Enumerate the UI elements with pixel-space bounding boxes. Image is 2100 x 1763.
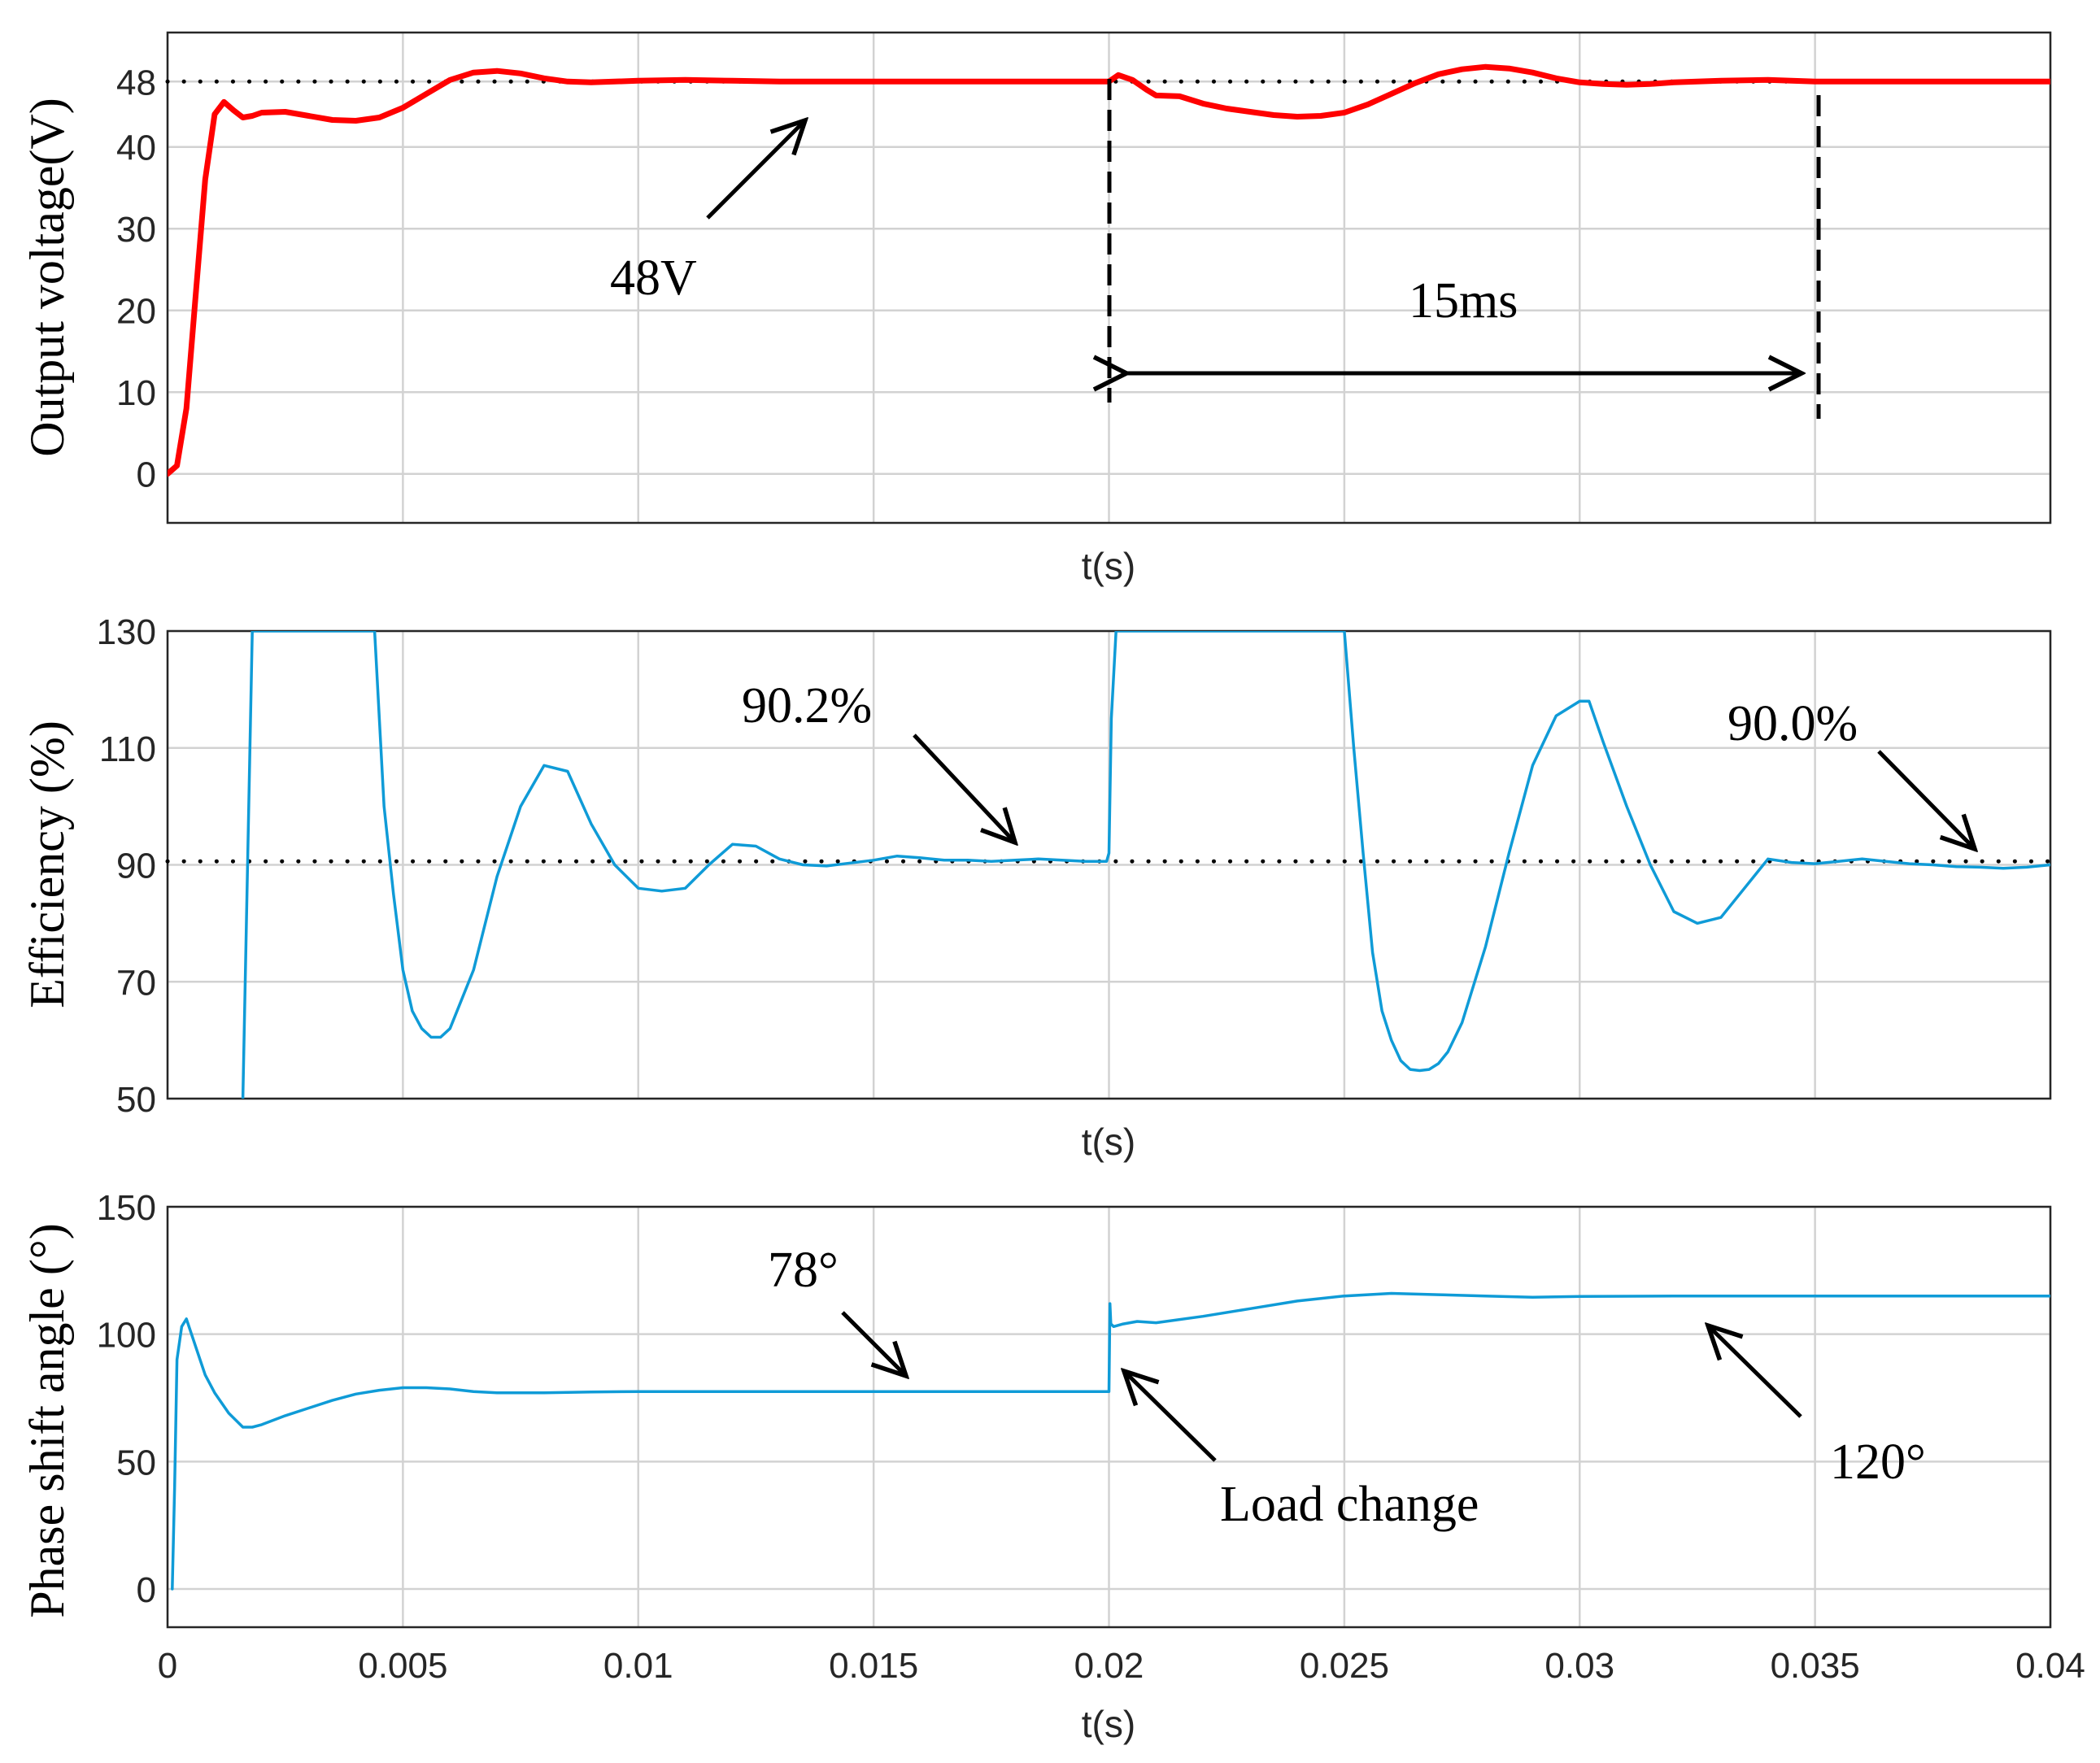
phase-y-axis-label: Phase shift angle (°) — [20, 1223, 74, 1618]
x-tick-label: 0.025 — [1300, 1646, 1389, 1686]
y-tick-label: 48 — [116, 63, 156, 102]
annotation-load-change: Load change — [1220, 1477, 1479, 1532]
phase-gridlines — [166, 1205, 2052, 1627]
voltage-panel: 0 10 20 30 40 48 48V 15ms t(s) Output voltage… — [20, 31, 2053, 587]
x-tick-label: 0.01 — [603, 1646, 673, 1686]
voltage-48v-arrow — [706, 120, 805, 220]
y-tick-label: 0 — [137, 1570, 156, 1610]
y-tick-label: 150 — [97, 1188, 156, 1228]
x-tick-label: 0.03 — [1545, 1646, 1614, 1686]
efficiency-90-2-arrow — [913, 733, 1015, 842]
annotation-efficiency-90-2: 90.2% — [742, 678, 872, 733]
y-tick-label: 10 — [116, 373, 156, 413]
voltage-plot-frame — [166, 31, 2052, 525]
phase-120-arrow — [1708, 1326, 1802, 1418]
phase-series — [171, 1291, 2050, 1591]
y-tick-label: 50 — [116, 1080, 156, 1120]
x-tick-label: 0.005 — [358, 1646, 447, 1686]
annotation-15ms: 15ms — [1409, 273, 1518, 329]
efficiency-series — [241, 631, 2050, 1099]
voltage-y-axis-label: Output voltage(V) — [20, 98, 74, 457]
x-tick-label: 0.02 — [1074, 1646, 1144, 1686]
efficiency-y-axis-label: Efficiency (%) — [20, 720, 74, 1008]
y-tick-label: 100 — [97, 1316, 156, 1356]
x-tick-label: 0.035 — [1771, 1646, 1860, 1686]
phase-panel: 0 50 100 150 0 0.005 0.01 0.015 0.02 0.025 0.03 0.… — [20, 1188, 2085, 1745]
efficiency-90-0-arrow — [1877, 750, 1975, 849]
efficiency-x-axis-label: t(s) — [1082, 1121, 1135, 1163]
annotation-phase-120: 120° — [1830, 1434, 1926, 1490]
y-tick-label: 110 — [99, 729, 156, 769]
series-line — [168, 63, 2050, 477]
voltage-x-axis-label: t(s) — [1082, 545, 1135, 587]
phase-x-ticks: 0 0.005 0.01 0.015 0.02 0.025 0.03 0.035 0.04 — [158, 1646, 2085, 1686]
x-tick-label: 0 — [158, 1646, 177, 1686]
phase-78-arrow — [841, 1311, 906, 1376]
y-tick-label: 20 — [116, 292, 156, 332]
load-change-arrow — [1124, 1371, 1217, 1462]
phase-x-axis-label: t(s) — [1082, 1703, 1135, 1745]
efficiency-y-ticks: 50 70 90 110 130 — [97, 612, 156, 1120]
y-tick-label: 50 — [116, 1443, 156, 1482]
x-tick-label: 0.04 — [2015, 1646, 2085, 1686]
phase-y-ticks: 0 50 100 150 — [97, 1188, 156, 1610]
phase-plot-frame — [166, 1205, 2052, 1629]
voltage-series — [168, 63, 2050, 477]
y-tick-label: 90 — [116, 847, 156, 886]
y-tick-label: 0 — [137, 455, 156, 495]
y-tick-label: 40 — [116, 128, 156, 168]
y-tick-label: 70 — [116, 963, 156, 1003]
y-tick-label: 130 — [97, 612, 156, 652]
y-tick-label: 30 — [116, 210, 156, 250]
annotation-efficiency-90-0: 90.0% — [1727, 696, 1858, 751]
voltage-y-ticks: 0 10 20 30 40 48 — [116, 63, 156, 494]
series-line — [171, 1291, 2050, 1591]
annotation-48v: 48V — [610, 250, 697, 306]
annotation-phase-78: 78° — [768, 1243, 839, 1298]
x-tick-label: 0.015 — [829, 1646, 918, 1686]
series-line — [241, 631, 2050, 1099]
efficiency-panel: 50 70 90 110 130 90.2% 90.0% t(s) Efficiency… — [20, 612, 2053, 1163]
